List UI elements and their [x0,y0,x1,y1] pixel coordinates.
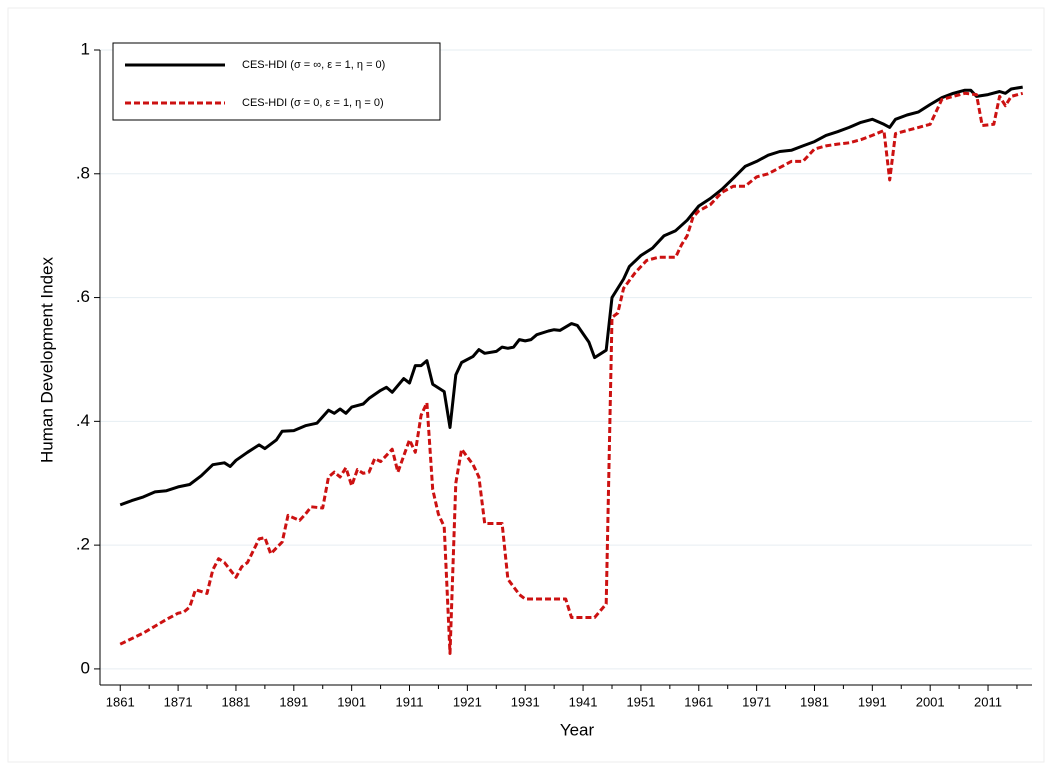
x-tick-label: 1881 [221,694,250,709]
x-axis-label: Year [560,720,595,739]
legend-label: CES-HDI (σ = ∞, ε = 1, η = 0) [242,59,385,71]
y-axis-label: Human Development Index [37,257,56,464]
legend-box [112,42,441,121]
y-tick-label: .4 [76,411,90,430]
series-line [119,85,1023,507]
x-tick-label: 1871 [164,694,193,709]
x-tick-label: 1991 [858,694,887,709]
x-tick-label: 1981 [800,694,829,709]
x-tick-label: 1971 [742,694,771,709]
y-tick-label: 0 [81,658,90,677]
chart-frame [7,7,1045,763]
x-tick-label: 1891 [279,694,308,709]
x-tick-label: 1931 [511,694,540,709]
x-tick-label: 2001 [916,694,945,709]
y-tick-label: .6 [76,287,90,306]
x-tick-label: 1961 [684,694,713,709]
y-tick-label: .2 [76,535,90,554]
series-line [119,91,1024,655]
x-tick-label: 1921 [453,694,482,709]
x-tick-label: 1861 [106,694,135,709]
x-tick-label: 1911 [396,694,424,709]
x-tick-label: 1901 [337,694,366,709]
y-tick-label: 1 [81,39,90,58]
x-tick-label: 2011 [974,694,1002,709]
x-tick-label: 1951 [626,694,655,709]
x-tick-label: 1941 [569,694,598,709]
legend-label: CES-HDI (σ = 0, ε = 1, η = 0) [242,97,384,109]
y-tick-label: .8 [76,163,90,182]
